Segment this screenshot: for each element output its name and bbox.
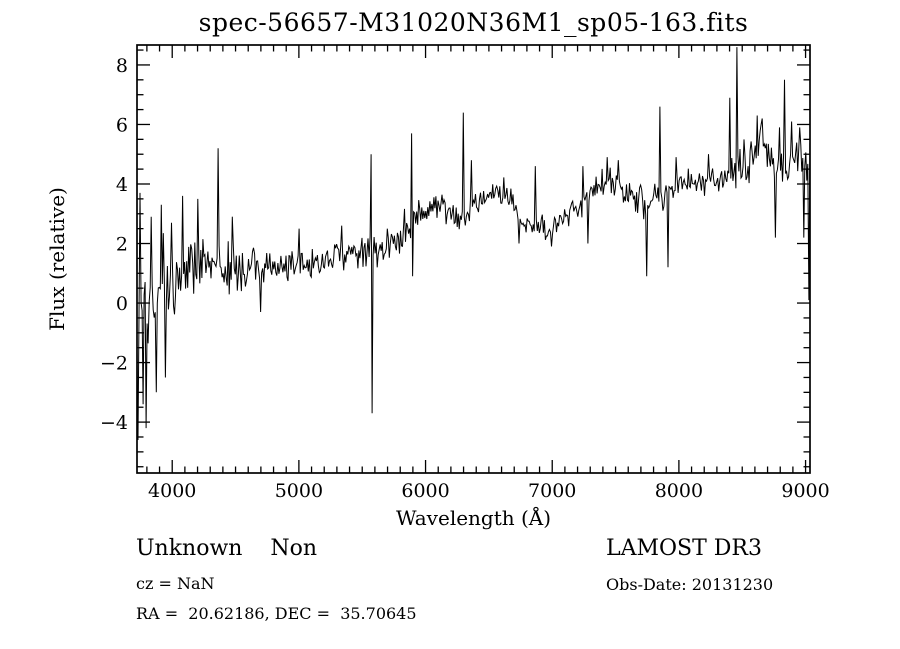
survey-label: LAMOST DR3 — [606, 536, 762, 561]
x-axis-label: Wavelength (Å) — [396, 505, 551, 530]
svg-text:6000: 6000 — [401, 480, 449, 502]
axis-tick-labels: 4000 5000 6000 7000 8000 9000 −4 −2 0 2 4 6 8 — [100, 55, 830, 502]
y-axis-label: Flux (relative) — [45, 187, 69, 331]
svg-text:9000: 9000 — [781, 480, 829, 502]
plot-border — [136, 44, 811, 474]
svg-text:4000: 4000 — [148, 480, 196, 502]
cz-label: cz = NaN — [136, 574, 215, 593]
y-axis — [137, 49, 810, 468]
svg-text:4: 4 — [116, 174, 128, 196]
svg-text:7000: 7000 — [528, 480, 576, 502]
svg-text:8: 8 — [116, 55, 128, 77]
svg-text:−4: −4 — [100, 412, 128, 434]
ra-dec-label: RA = 20.62186, DEC = 35.70645 — [136, 604, 417, 623]
class-label: Unknown Non — [136, 536, 318, 561]
svg-text:2: 2 — [116, 234, 128, 256]
page-title: spec-56657-M31020N36M1_sp05-163.fits — [198, 8, 749, 37]
obs-date-label: Obs-Date: 20131230 — [606, 575, 774, 594]
svg-text:8000: 8000 — [655, 480, 703, 502]
spectrum-line — [136, 47, 811, 441]
x-axis — [146, 45, 807, 473]
svg-text:0: 0 — [116, 293, 128, 315]
svg-text:−2: −2 — [100, 353, 128, 375]
svg-text:6: 6 — [116, 114, 128, 136]
svg-text:5000: 5000 — [275, 480, 323, 502]
